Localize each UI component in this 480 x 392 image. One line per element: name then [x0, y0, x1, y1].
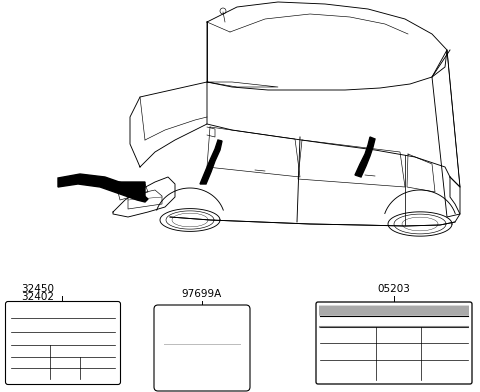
- FancyBboxPatch shape: [316, 302, 472, 384]
- Polygon shape: [58, 174, 148, 202]
- FancyBboxPatch shape: [5, 301, 120, 385]
- Circle shape: [220, 8, 226, 14]
- Polygon shape: [58, 180, 145, 199]
- Text: 05203: 05203: [378, 284, 410, 294]
- Polygon shape: [355, 137, 375, 177]
- Polygon shape: [200, 140, 222, 184]
- Text: 32402: 32402: [22, 292, 55, 302]
- Text: 97699A: 97699A: [182, 289, 222, 299]
- Text: 32450: 32450: [22, 284, 55, 294]
- FancyBboxPatch shape: [154, 305, 250, 391]
- FancyBboxPatch shape: [319, 305, 469, 316]
